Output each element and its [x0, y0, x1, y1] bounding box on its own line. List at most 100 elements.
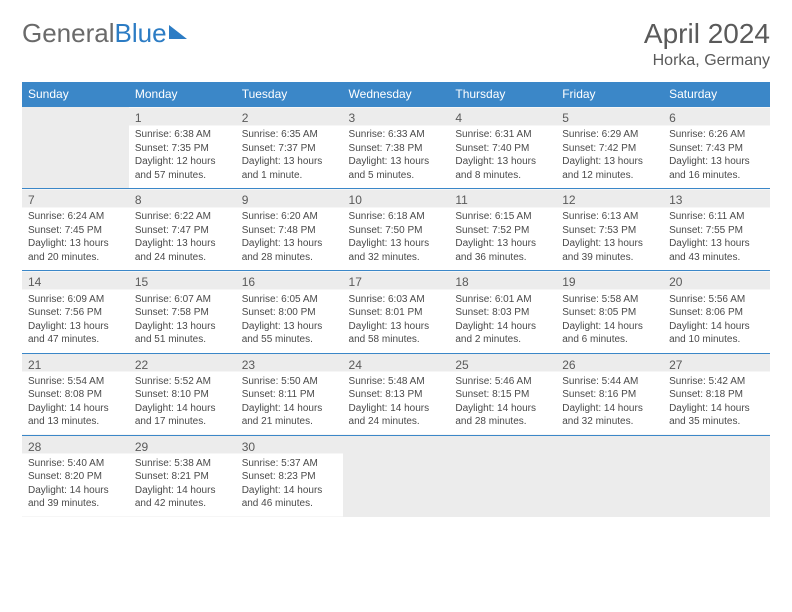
calendar-cell: 10Sunrise: 6:18 AMSunset: 7:50 PMDayligh… — [343, 189, 450, 271]
calendar-table: SundayMondayTuesdayWednesdayThursdayFrid… — [22, 82, 770, 517]
day-info: Sunrise: 5:52 AMSunset: 8:10 PMDaylight:… — [135, 375, 230, 429]
day-number: 4 — [455, 110, 550, 126]
day-info: Sunrise: 6:35 AMSunset: 7:37 PMDaylight:… — [242, 128, 337, 182]
day-info: Sunrise: 6:07 AMSunset: 7:58 PMDaylight:… — [135, 293, 230, 347]
day-number: 15 — [135, 274, 230, 290]
day-info: Sunrise: 5:40 AMSunset: 8:20 PMDaylight:… — [28, 457, 123, 511]
day-info: Sunrise: 6:09 AMSunset: 7:56 PMDaylight:… — [28, 293, 123, 347]
day-number: 5 — [562, 110, 657, 126]
calendar-cell: 8Sunrise: 6:22 AMSunset: 7:47 PMDaylight… — [129, 189, 236, 271]
day-info: Sunrise: 6:24 AMSunset: 7:45 PMDaylight:… — [28, 210, 123, 264]
day-number: 11 — [455, 192, 550, 208]
weekday-header: Saturday — [663, 82, 770, 107]
day-number: 14 — [28, 274, 123, 290]
day-info: Sunrise: 5:38 AMSunset: 8:21 PMDaylight:… — [135, 457, 230, 511]
day-number: 22 — [135, 357, 230, 373]
calendar-row: 7Sunrise: 6:24 AMSunset: 7:45 PMDaylight… — [22, 189, 770, 271]
weekday-header: Thursday — [449, 82, 556, 107]
logo-text-a: General — [22, 18, 115, 49]
calendar-cell: 23 Sunrise: 5:50 AMSunset: 8:11 PMDayligh… — [236, 353, 343, 435]
day-number: 18 — [455, 274, 550, 290]
day-info: Sunrise: 5:54 AMSunset: 8:08 PMDaylight:… — [28, 375, 123, 429]
day-number: 24 — [349, 357, 444, 373]
day-info: Sunrise: 6:01 AMSunset: 8:03 PMDaylight:… — [455, 293, 550, 347]
day-info: Sunrise: 6:38 AMSunset: 7:35 PMDaylight:… — [135, 128, 230, 182]
day-info: Sunrise: 6:26 AMSunset: 7:43 PMDaylight:… — [669, 128, 764, 182]
calendar-cell: 11 Sunrise: 6:15 AMSunset: 7:52 PMDayligh… — [449, 189, 556, 271]
day-number: 1 — [135, 110, 230, 126]
calendar-cell: 2 Sunrise: 6:35 AMSunset: 7:37 PMDaylight… — [236, 107, 343, 189]
day-info: Sunrise: 5:58 AMSunset: 8:05 PMDaylight:… — [562, 293, 657, 347]
calendar-cell: 24 Sunrise: 5:48 AMSunset: 8:13 PMDayligh… — [343, 353, 450, 435]
calendar-cell — [556, 435, 663, 517]
day-number: 16 — [242, 274, 337, 290]
day-number: 23 — [242, 357, 337, 373]
day-info: Sunrise: 6:31 AMSunset: 7:40 PMDaylight:… — [455, 128, 550, 182]
logo: GeneralBlue — [22, 18, 187, 49]
day-number: 17 — [349, 274, 444, 290]
day-number: 8 — [135, 192, 230, 208]
day-number: 10 — [349, 192, 444, 208]
header: GeneralBlue April 2024 Horka, Germany — [22, 18, 770, 70]
day-info: Sunrise: 6:29 AMSunset: 7:42 PMDaylight:… — [562, 128, 657, 182]
calendar-row: 1 Sunrise: 6:38 AMSunset: 7:35 PMDaylight… — [22, 107, 770, 189]
calendar-cell: 19 Sunrise: 5:58 AMSunset: 8:05 PMDayligh… — [556, 271, 663, 353]
day-info: Sunrise: 5:46 AMSunset: 8:15 PMDaylight:… — [455, 375, 550, 429]
calendar-cell: 9 Sunrise: 6:20 AMSunset: 7:48 PMDaylight… — [236, 189, 343, 271]
calendar-cell: 14 Sunrise: 6:09 AMSunset: 7:56 PMDayligh… — [22, 271, 129, 353]
day-info: Sunrise: 6:05 AMSunset: 8:00 PMDaylight:… — [242, 293, 337, 347]
calendar-cell: 18 Sunrise: 6:01 AMSunset: 8:03 PMDayligh… — [449, 271, 556, 353]
day-info: Sunrise: 5:48 AMSunset: 8:13 PMDaylight:… — [349, 375, 444, 429]
calendar-cell: 4 Sunrise: 6:31 AMSunset: 7:40 PMDaylight… — [449, 107, 556, 189]
calendar-cell: 5 Sunrise: 6:29 AMSunset: 7:42 PMDaylight… — [556, 107, 663, 189]
calendar-cell — [663, 435, 770, 517]
title-block: April 2024 Horka, Germany — [644, 18, 770, 70]
weekday-header: Tuesday — [236, 82, 343, 107]
calendar-cell: 27 Sunrise: 5:42 AMSunset: 8:18 PMDayligh… — [663, 353, 770, 435]
day-info: Sunrise: 6:11 AMSunset: 7:55 PMDaylight:… — [669, 210, 764, 264]
day-number: 13 — [669, 192, 764, 208]
weekday-header: Monday — [129, 82, 236, 107]
day-number: 19 — [562, 274, 657, 290]
calendar-cell: 28 Sunrise: 5:40 AMSunset: 8:20 PMDayligh… — [22, 435, 129, 517]
calendar-cell — [343, 435, 450, 517]
day-number: 26 — [562, 357, 657, 373]
day-info: Sunrise: 5:42 AMSunset: 8:18 PMDaylight:… — [669, 375, 764, 429]
day-info: Sunrise: 6:20 AMSunset: 7:48 PMDaylight:… — [242, 210, 337, 264]
logo-text-b: Blue — [115, 18, 167, 49]
day-number: 25 — [455, 357, 550, 373]
logo-icon — [169, 25, 187, 39]
day-info: Sunrise: 5:50 AMSunset: 8:11 PMDaylight:… — [242, 375, 337, 429]
calendar-cell: 22 Sunrise: 5:52 AMSunset: 8:10 PMDayligh… — [129, 353, 236, 435]
day-number: 21 — [28, 357, 123, 373]
day-info: Sunrise: 5:37 AMSunset: 8:23 PMDaylight:… — [242, 457, 337, 511]
day-info: Sunrise: 6:33 AMSunset: 7:38 PMDaylight:… — [349, 128, 444, 182]
calendar-cell: 17Sunrise: 6:03 AMSunset: 8:01 PMDayligh… — [343, 271, 450, 353]
day-number: 6 — [669, 110, 764, 126]
weekday-header: Friday — [556, 82, 663, 107]
calendar-row: 28 Sunrise: 5:40 AMSunset: 8:20 PMDayligh… — [22, 435, 770, 517]
calendar-cell: 20 Sunrise: 5:56 AMSunset: 8:06 PMDayligh… — [663, 271, 770, 353]
calendar-cell: 1 Sunrise: 6:38 AMSunset: 7:35 PMDaylight… — [129, 107, 236, 189]
calendar-cell: 25 Sunrise: 5:46 AMSunset: 8:15 PMDayligh… — [449, 353, 556, 435]
day-number: 9 — [242, 192, 337, 208]
calendar-row: 21 Sunrise: 5:54 AMSunset: 8:08 PMDayligh… — [22, 353, 770, 435]
day-number: 20 — [669, 274, 764, 290]
calendar-cell: 13 Sunrise: 6:11 AMSunset: 7:55 PMDayligh… — [663, 189, 770, 271]
calendar-cell — [22, 107, 129, 189]
day-number: 27 — [669, 357, 764, 373]
weekday-header: Wednesday — [343, 82, 450, 107]
day-info: Sunrise: 6:15 AMSunset: 7:52 PMDaylight:… — [455, 210, 550, 264]
day-info: Sunrise: 5:44 AMSunset: 8:16 PMDaylight:… — [562, 375, 657, 429]
calendar-cell: 6 Sunrise: 6:26 AMSunset: 7:43 PMDaylight… — [663, 107, 770, 189]
day-number: 30 — [242, 439, 337, 455]
calendar-cell: 3Sunrise: 6:33 AMSunset: 7:38 PMDaylight… — [343, 107, 450, 189]
day-number: 2 — [242, 110, 337, 126]
day-info: Sunrise: 5:56 AMSunset: 8:06 PMDaylight:… — [669, 293, 764, 347]
day-info: Sunrise: 6:13 AMSunset: 7:53 PMDaylight:… — [562, 210, 657, 264]
day-number: 29 — [135, 439, 230, 455]
calendar-cell: 26 Sunrise: 5:44 AMSunset: 8:16 PMDayligh… — [556, 353, 663, 435]
calendar-row: 14 Sunrise: 6:09 AMSunset: 7:56 PMDayligh… — [22, 271, 770, 353]
day-number: 28 — [28, 439, 123, 455]
calendar-cell: 21 Sunrise: 5:54 AMSunset: 8:08 PMDayligh… — [22, 353, 129, 435]
